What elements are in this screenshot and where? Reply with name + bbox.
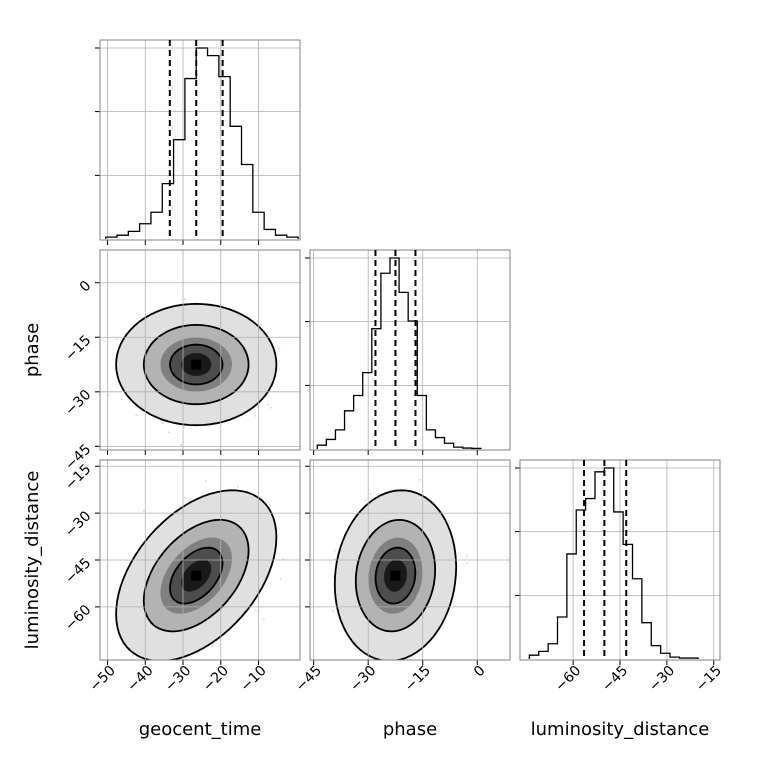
xtick-label-luminosity_distance: −30 [646, 663, 678, 695]
scatter-point [211, 645, 214, 648]
scatter-point [205, 480, 207, 482]
contour-line [169, 343, 224, 386]
scatter-point [255, 610, 257, 612]
scatter-point [237, 486, 240, 488]
scatter-point [168, 664, 170, 666]
pair-content [332, 478, 468, 671]
density-peak [191, 359, 202, 370]
ytick-label-luminosity_distance: −60 [62, 602, 94, 634]
scatter-point [159, 420, 162, 422]
scatter-point [115, 338, 118, 340]
contour-line [169, 546, 224, 605]
scatter-point [183, 426, 186, 429]
scatter-point [278, 347, 281, 350]
ytick-label-phase: −30 [62, 387, 94, 419]
scatter-point [103, 340, 106, 343]
hist-luminosity_distance [528, 467, 699, 659]
scatter-point [143, 510, 145, 513]
scatter-point [364, 498, 367, 501]
scatter-point [180, 444, 183, 446]
scatter-point [168, 431, 170, 434]
contour-line [115, 489, 278, 660]
scatter-point [465, 555, 468, 557]
pair-content [106, 480, 285, 666]
xtick-label-geocent_time: −10 [238, 663, 270, 695]
ytick-label-luminosity_distance: −30 [62, 508, 94, 540]
scatter-point [369, 493, 372, 496]
xtick-label-geocent_time: −40 [124, 663, 156, 695]
contour-line [115, 302, 278, 427]
xtick-label-geocent_time: −30 [162, 663, 194, 695]
scatter-point [396, 669, 398, 671]
pair-frame-geocent_time-luminosity_distance [99, 459, 301, 661]
scatter-point [107, 393, 110, 396]
density-peak [191, 570, 202, 581]
contour-line [142, 323, 250, 406]
hist-geocent_time [105, 47, 299, 239]
hist-frame-luminosity_distance [519, 459, 721, 661]
xtick-label-geocent_time: −20 [200, 663, 232, 695]
ytick-label-phase: −15 [62, 332, 94, 364]
scatter-point [279, 577, 282, 580]
hist-frame-phase [309, 249, 511, 451]
scatter-point [254, 414, 257, 417]
scatter-point [161, 422, 164, 425]
scatter-point [183, 298, 186, 300]
ytick-label-phase: 0 [77, 278, 95, 296]
scatter-point [263, 618, 265, 620]
pair-geocent_time-phase [96, 298, 281, 446]
scatter-point [120, 398, 123, 401]
ytick-label-luminosity_distance: −45 [62, 555, 94, 587]
pair-geocent_time-luminosity_distance [106, 480, 285, 666]
scatter-point [282, 558, 285, 560]
hist-frame-geocent_time [99, 39, 301, 241]
xtick-label-luminosity_distance: −60 [552, 663, 584, 695]
scatter-point [184, 497, 187, 499]
hist-phase [316, 257, 482, 450]
pair-frame-geocent_time-phase [99, 249, 301, 451]
scatter-point [96, 361, 98, 363]
panels-layer: −60 −45 −30 −15−45−30−150−50 −40 −30 −20 −10−60… [62, 39, 725, 695]
scatter-point [135, 414, 138, 417]
pair-phase-luminosity_distance [332, 478, 468, 671]
scatter-point [121, 643, 124, 646]
scatter-point [270, 406, 272, 409]
pair-content [96, 298, 281, 446]
xtick-label-luminosity_distance: −45 [599, 663, 631, 695]
scatter-point [418, 478, 421, 481]
xtick-label-luminosity_distance: −15 [693, 663, 725, 695]
scatter-point [131, 654, 134, 657]
scatter-point [388, 669, 390, 671]
contour-line [142, 519, 250, 633]
xtick-label-geocent_time: −50 [87, 663, 119, 695]
scatter-point [267, 403, 270, 406]
